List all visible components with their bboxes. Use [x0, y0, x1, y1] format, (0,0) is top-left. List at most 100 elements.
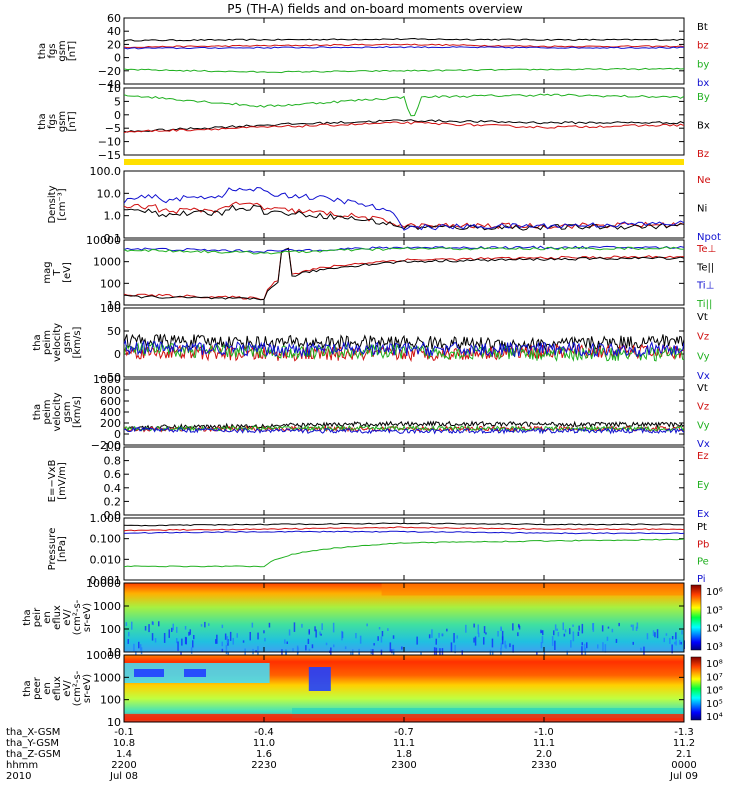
series-Te⊥: [124, 247, 684, 301]
footer-value: Jul 09: [669, 771, 698, 782]
y-tick-label: 40: [107, 25, 121, 38]
panel-velocity-1: 100 50 0 −50 tha peim velocity gsm [km/s] Vt Vz Vy V…: [32, 302, 710, 384]
footer-value: Jul 08: [109, 771, 138, 782]
y-axis-label: (cm²-s-: [72, 599, 83, 635]
y-tick-label: 5: [114, 95, 121, 108]
y-tick-label: 400: [100, 406, 121, 419]
y-tick-label: 100.0: [90, 165, 122, 178]
legend-Ti⊥: Ti⊥: [696, 281, 714, 292]
y-tick-label: 0: [114, 52, 121, 65]
y-tick-label: 200: [100, 417, 121, 430]
y-axis-label: [mV/m]: [57, 462, 68, 500]
footer-value: 11.2: [673, 738, 695, 749]
y-axis-label: fgs: [47, 43, 58, 58]
legend-Vy: Vy: [697, 420, 710, 431]
y-tick-label: 0.100: [90, 533, 122, 546]
colorbar-tick-label: 10⁵: [706, 605, 723, 616]
footer-annotations: tha_X-GSM -0.1 -0.4 -0.7 -1.0 -1.3 tha_Y-GSM 10…: [6, 727, 698, 782]
y-axis-label: en: [42, 611, 53, 624]
y-axis-label: velocity: [52, 392, 63, 431]
colorbar-tick-label: 10⁶: [706, 686, 723, 697]
colorbar: [690, 656, 702, 721]
legend-Ex: Ex: [697, 509, 709, 520]
legend-Pe: Pe: [697, 557, 709, 568]
y-tick-label: 0.001: [90, 574, 122, 587]
series-Bz: [124, 121, 684, 134]
y-axis-label: [nPa]: [57, 536, 68, 562]
y-tick-label: −40: [98, 78, 121, 91]
series-Pb: [124, 526, 684, 532]
series-Pt: [124, 522, 684, 527]
y-axis-label: velocity: [52, 323, 63, 362]
y-axis-label: [nT]: [67, 111, 78, 131]
y-tick-label: 0.010: [90, 553, 122, 566]
y-axis-label: peer: [32, 676, 43, 700]
series-By: [124, 93, 684, 117]
y-tick-label: 0: [114, 348, 121, 361]
series-group: [124, 245, 684, 301]
panel-peer-spec: 10000 1000 100 10 tha peer en eflux eV/(cm²-s-sr…: [22, 649, 723, 729]
y-tick-label: 1000: [93, 600, 121, 613]
series-Ni: [124, 204, 684, 231]
legend-Ez: Ez: [697, 451, 709, 462]
legend-bx: bx: [697, 78, 709, 89]
footer-value: 2.1: [676, 749, 692, 760]
panel-frame: [123, 307, 685, 378]
y-tick-label: −20: [98, 65, 121, 78]
y-axis-label: T: [52, 269, 63, 277]
footer-value: -0.7: [394, 727, 414, 738]
legend-Te⊥: Te⊥: [696, 244, 716, 255]
figure-title: P5 (TH-A) fields and on-board moments ov…: [227, 2, 523, 16]
footer-value: 2230: [251, 760, 276, 771]
y-axis-label: gsm: [62, 401, 73, 422]
y-tick-label: −50: [98, 371, 121, 384]
y-tick-label: 10: [107, 82, 121, 95]
series-Vx: [124, 339, 684, 358]
y-tick-label: 800: [100, 384, 121, 397]
legend-Vx: Vx: [697, 371, 710, 382]
series-Vy: [124, 424, 684, 433]
footer-value: 1.8: [396, 749, 412, 760]
footer-row-label: tha_Y-GSM: [6, 738, 59, 749]
y-axis-label: fgs: [47, 114, 58, 129]
panel-efield: 1.00.80.60.40.20.0 E=−VxB [mV/m] Ez Ey Ex: [47, 441, 709, 522]
y-axis-label: tha: [32, 404, 43, 420]
y-tick-label: 10000: [86, 577, 121, 590]
footer-value: 10.8: [113, 738, 135, 749]
legend-Ey: Ey: [697, 480, 709, 491]
y-axis-label: (cm²-s-: [72, 670, 83, 706]
colorbar-tick-label: 10⁴: [706, 624, 723, 635]
legend-bz: bz: [697, 41, 709, 52]
footer-value: -0.4: [254, 727, 274, 738]
y-tick-label: 0: [114, 109, 121, 122]
series-Ne: [124, 201, 684, 230]
series-group: [124, 37, 684, 74]
series-group: [124, 522, 684, 568]
legend-Te||: Te||: [696, 262, 714, 273]
series-Npot: [124, 186, 684, 231]
y-tick-label: 0.0: [104, 509, 122, 522]
series-Te||: [124, 247, 684, 301]
footer-value: 2330: [531, 760, 556, 771]
legend-By: By: [697, 92, 710, 103]
y-axis-label: tha: [32, 334, 43, 350]
y-tick-label: −10: [98, 136, 121, 149]
panel-pressure: 1.000 0.100 0.010 0.001 Pressure [nPa] Pt Pb Pe P…: [47, 512, 709, 587]
y-axis-label: Pressure: [47, 528, 58, 571]
footer-value: 1.4: [116, 749, 132, 760]
y-tick-label: −15: [98, 149, 121, 162]
y-tick-label: 0: [114, 428, 121, 441]
y-axis-label: sr-eV): [82, 674, 93, 703]
legend-Pb: Pb: [697, 539, 709, 550]
panel-peir-spec: 10000 1000 100 10 tha peir en eflux eV/(cm²-s-sr…: [22, 577, 723, 661]
y-tick-label: 100: [100, 277, 121, 290]
y-axis-label: mag: [42, 261, 53, 283]
footer-row-label: hhmm: [6, 760, 38, 771]
footer-value: 11.1: [393, 738, 415, 749]
series-group: [124, 420, 684, 435]
legend-Vz: Vz: [697, 332, 709, 343]
y-axis-label: eV/: [62, 609, 73, 626]
panel-frame: [123, 378, 685, 446]
